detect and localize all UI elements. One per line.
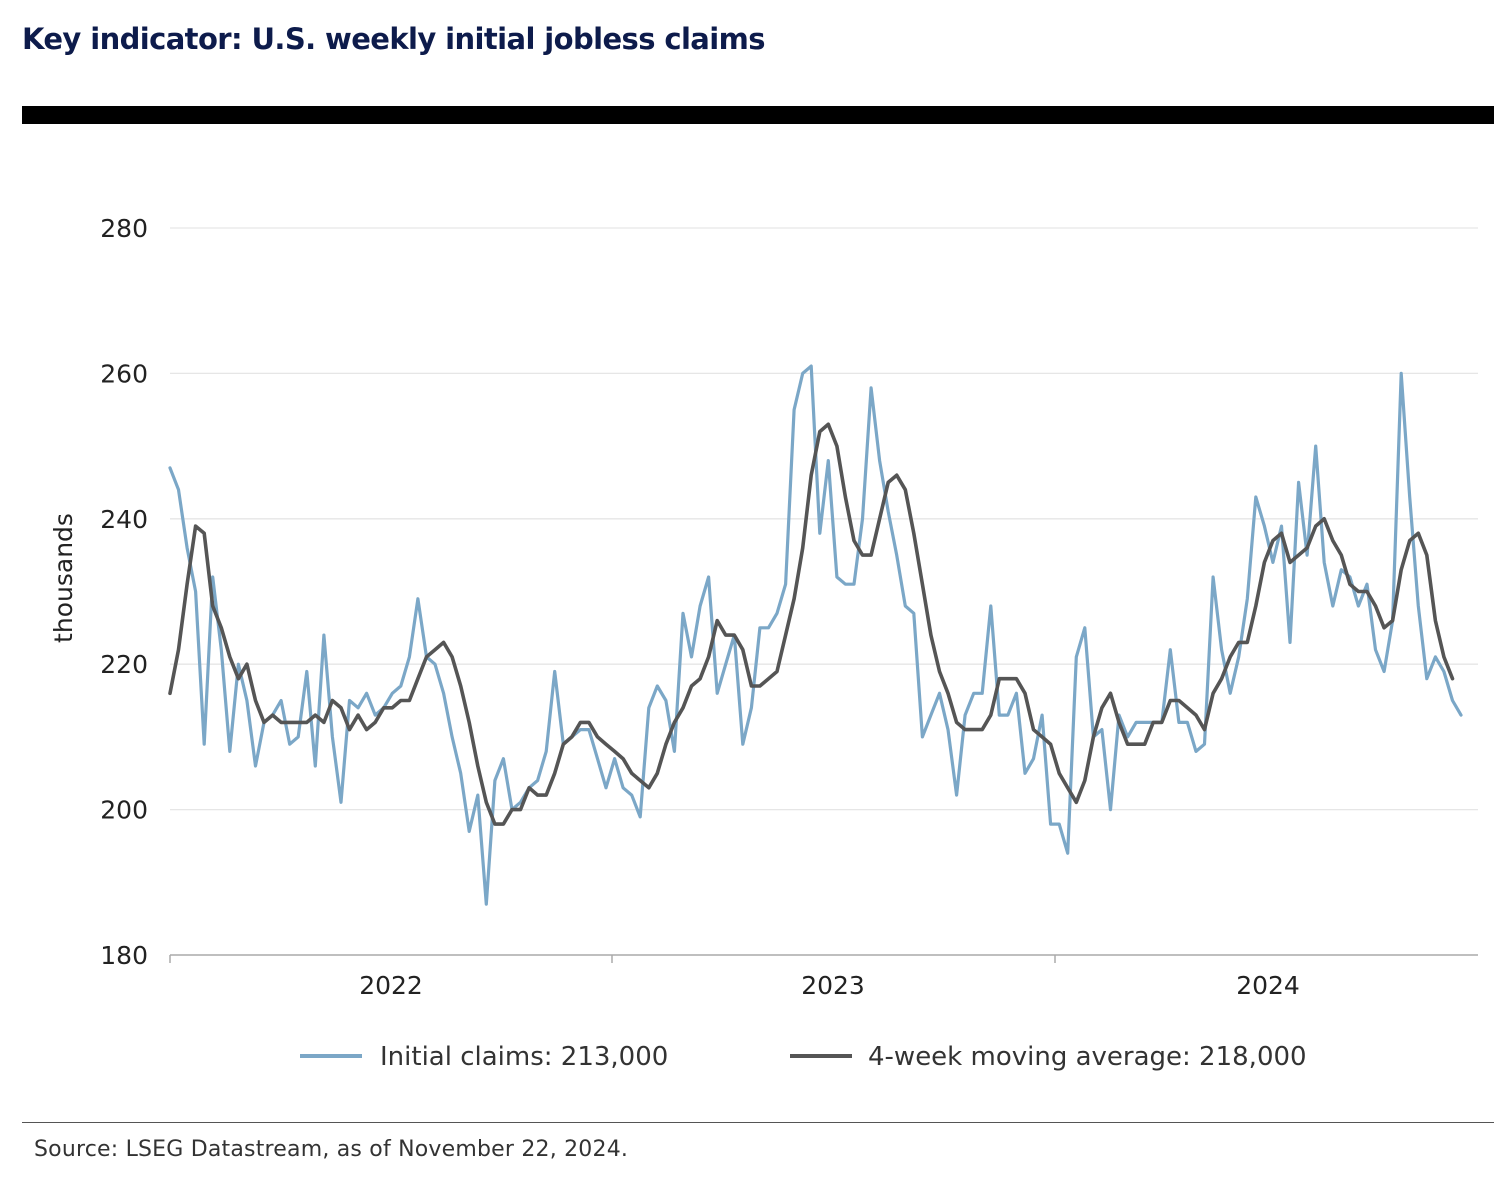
footer-divider (22, 1122, 1494, 1123)
legend-label-moving-average: 4-week moving average: 218,000 (868, 1042, 1307, 1072)
y-tick-label: 280 (100, 214, 148, 243)
title-divider (22, 106, 1494, 124)
x-tick-label: 2023 (801, 971, 865, 1000)
legend-label-initial-claims: Initial claims: 213,000 (380, 1042, 668, 1072)
chart-title: Key indicator: U.S. weekly initial joble… (22, 22, 765, 56)
series-moving-average-line (168, 422, 1455, 826)
x-tick-label: 2022 (359, 971, 423, 1000)
y-axis-title: thousands (49, 513, 78, 643)
axes: 180 200 220 240 260 280 2022 2023 2024 thousands (49, 214, 1478, 1000)
gridlines (170, 227, 1478, 811)
y-tick-label: 200 (100, 796, 148, 825)
source-note: Source: LSEG Datastream, as of November … (34, 1137, 629, 1162)
series (168, 364, 1463, 906)
y-tick-label: 260 (100, 359, 148, 388)
y-tick-label: 240 (100, 505, 148, 534)
x-tick-label: 2024 (1236, 971, 1300, 1000)
y-tick-label: 180 (100, 941, 148, 970)
y-tick-label: 220 (100, 650, 148, 679)
legend: Initial claims: 213,000 4-week moving ave… (300, 1042, 1307, 1072)
